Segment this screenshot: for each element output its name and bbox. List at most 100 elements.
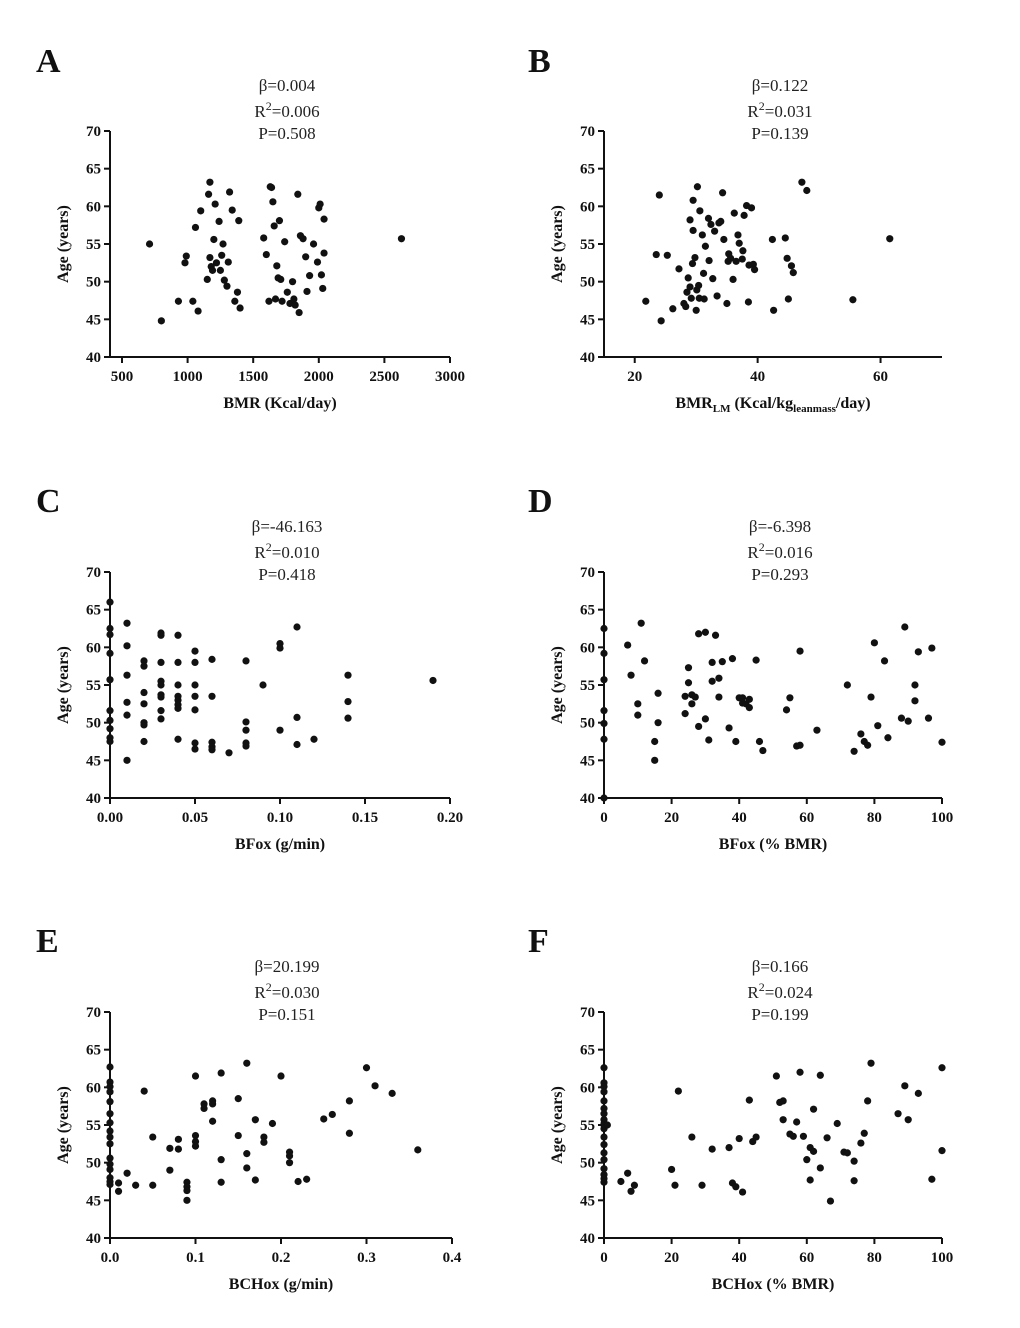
data-point (772, 1072, 780, 1080)
x-axis-label-part: BMR (Kcal/day) (223, 395, 336, 412)
data-point (106, 624, 114, 633)
data-point (850, 747, 858, 755)
data-point (106, 1165, 114, 1174)
y-tick-label: 50 (580, 716, 595, 732)
data-point (600, 794, 608, 802)
data-point (225, 188, 234, 196)
data-point (823, 1134, 831, 1142)
data-point (106, 1154, 114, 1162)
data-point (106, 630, 114, 639)
data-point (600, 1133, 608, 1141)
data-point (157, 681, 165, 689)
data-point (183, 1186, 191, 1195)
stat-r-superscript: 2 (759, 540, 765, 554)
data-point (779, 1097, 787, 1105)
data-point (293, 713, 301, 721)
y-tick-label: 70 (580, 1005, 595, 1021)
data-point (106, 1110, 114, 1118)
data-point (600, 1156, 608, 1164)
y-tick-label: 55 (580, 1118, 595, 1134)
data-point (181, 259, 189, 267)
data-point (344, 671, 352, 679)
data-point (260, 234, 268, 242)
data-point (291, 301, 299, 309)
data-point (302, 253, 310, 261)
data-point (225, 749, 233, 757)
data-point (692, 306, 700, 314)
data-point (752, 656, 760, 664)
data-point (123, 642, 131, 650)
data-point (652, 250, 660, 259)
data-point (157, 693, 165, 701)
data-point (123, 1169, 131, 1177)
y-tick-label: 40 (86, 1231, 101, 1247)
data-point (277, 275, 285, 284)
stat-r-value: =0.010 (272, 543, 320, 562)
stat-r-squared: R2=0.016 (747, 540, 812, 562)
data-point (140, 688, 148, 697)
data-point (904, 1116, 912, 1124)
data-point (708, 1145, 716, 1153)
y-tick-label: 65 (86, 603, 101, 619)
data-point (600, 1149, 608, 1157)
data-point (191, 223, 200, 232)
data-point (220, 276, 228, 284)
data-point (701, 628, 710, 636)
data-point (705, 736, 713, 744)
data-point (798, 178, 806, 186)
data-point (231, 297, 239, 305)
data-point (728, 655, 737, 663)
data-point (816, 1164, 824, 1172)
data-point (700, 295, 708, 303)
data-point (684, 664, 693, 672)
data-point (826, 1197, 835, 1205)
y-tick-label: 50 (580, 1156, 595, 1172)
data-point (720, 235, 728, 244)
data-point (687, 294, 695, 302)
stat-beta: β=-6.398 (749, 517, 811, 536)
data-point (745, 695, 753, 703)
data-point (870, 639, 879, 647)
data-point (140, 1087, 148, 1095)
data-point (219, 240, 227, 248)
stat-r-base: R (254, 543, 266, 562)
data-point (271, 295, 280, 303)
data-point (212, 259, 221, 267)
data-point (787, 262, 796, 270)
data-point (114, 1187, 123, 1195)
data-point (747, 204, 756, 212)
data-point (719, 189, 727, 197)
panel-b: Bβ=0.122 R2=0.031 P=0.139 40 45 50 55 60 65 70 20 4… (528, 43, 942, 415)
data-point (191, 1072, 200, 1080)
x-axis-label: BFox (% BMR) (719, 836, 827, 853)
data-point (371, 1082, 379, 1090)
data-point (698, 231, 706, 239)
x-tick-label: 0.20 (437, 810, 463, 826)
data-point (803, 1156, 811, 1164)
data-point (251, 1176, 259, 1184)
data-point (106, 649, 114, 657)
data-point (140, 662, 148, 670)
data-point (884, 734, 892, 742)
data-point (718, 658, 726, 666)
data-point (157, 707, 165, 715)
x-tick-label: 2500 (369, 369, 399, 385)
data-point (319, 284, 327, 293)
y-tick-label: 65 (580, 1043, 595, 1059)
data-point (344, 697, 352, 706)
stat-r-squared: R2=0.024 (747, 980, 813, 1002)
data-point (864, 741, 872, 749)
data-point (299, 235, 307, 243)
data-point (208, 692, 216, 700)
data-point (234, 1131, 242, 1140)
stat-r-squared: R2=0.006 (254, 99, 319, 121)
data-point (637, 619, 645, 627)
x-tick-label: 0.2 (272, 1250, 291, 1266)
data-point (285, 1152, 294, 1160)
data-point (320, 1115, 328, 1123)
x-axis-label-part: leanmass (793, 403, 837, 415)
stat-r-value: =0.031 (765, 102, 813, 121)
stat-p: P=0.293 (751, 565, 808, 584)
panel-letter: E (36, 923, 59, 960)
data-point (303, 1175, 311, 1183)
